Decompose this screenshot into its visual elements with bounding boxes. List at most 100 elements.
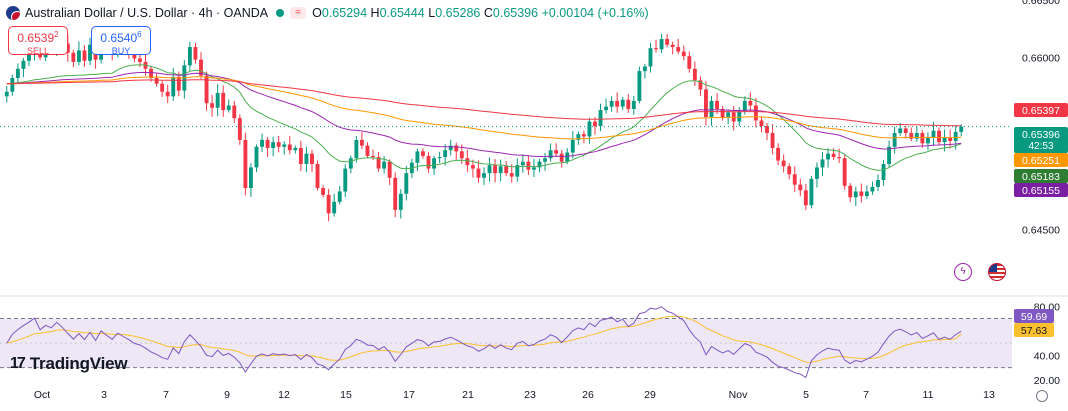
candle	[753, 105, 758, 121]
candle	[631, 100, 636, 109]
time-tick-label: 21	[462, 389, 474, 401]
candle	[642, 66, 647, 72]
time-tick-label: 23	[524, 389, 536, 401]
candle	[287, 144, 292, 151]
sell-button[interactable]: 0.65392 SELL	[8, 26, 68, 56]
ema-50-line	[6, 71, 962, 157]
rsi-badge-label: 57.63	[1021, 325, 1047, 337]
candle	[848, 185, 853, 198]
flag-aud-usd-icon	[6, 6, 20, 20]
candle	[842, 158, 847, 186]
candle	[315, 163, 320, 189]
candle	[382, 161, 387, 169]
candle	[948, 137, 953, 142]
candle	[815, 167, 819, 179]
time-tick-label: 13	[983, 389, 995, 401]
candle	[226, 105, 231, 111]
candle	[925, 137, 930, 144]
candle	[532, 167, 536, 170]
candle	[282, 144, 287, 147]
price-badge	[1014, 183, 1068, 197]
candle	[887, 146, 892, 164]
price-tick-label: 0.66500	[1022, 0, 1060, 7]
candle	[570, 139, 575, 153]
candle	[426, 155, 431, 169]
candle	[637, 71, 642, 101]
candle	[348, 158, 353, 169]
candle	[504, 166, 509, 174]
lightning-icon[interactable]: ϟ	[954, 263, 972, 281]
candle	[837, 157, 842, 159]
price-badge	[1014, 103, 1068, 117]
candle	[232, 105, 237, 119]
candle	[421, 151, 425, 156]
price-badge	[1014, 153, 1068, 167]
candle	[88, 44, 92, 61]
candle	[937, 130, 941, 143]
candle	[554, 150, 559, 154]
candle	[293, 147, 298, 151]
buy-price: 0.6540	[100, 31, 138, 45]
candle	[509, 173, 514, 177]
candle	[820, 159, 825, 168]
buy-button[interactable]: 0.65406 BUY	[91, 26, 151, 56]
ema-100-line	[6, 76, 962, 140]
candle	[215, 92, 220, 108]
candle	[398, 193, 403, 210]
gear-icon[interactable]	[1036, 390, 1048, 402]
candle	[709, 100, 714, 117]
price-tick-label: 0.66000	[1022, 52, 1060, 64]
time-tick-label: 17	[403, 389, 415, 401]
candle	[681, 51, 686, 57]
candle	[609, 100, 614, 107]
candle	[692, 68, 697, 81]
symbol-title[interactable]: Australian Dollar / U.S. Dollar · 4h · O…	[25, 6, 269, 20]
candle	[792, 174, 797, 185]
candle	[404, 173, 409, 194]
candle	[720, 108, 725, 117]
time-tick-label: 26	[582, 389, 594, 401]
candle	[831, 153, 836, 158]
candle	[826, 153, 830, 160]
candle	[903, 128, 908, 134]
wave-icon[interactable]: ≈	[290, 7, 307, 19]
sell-price: 0.6539	[17, 31, 55, 45]
candle	[648, 48, 653, 67]
candle	[809, 178, 814, 206]
candle	[82, 50, 87, 61]
time-tick-label: Nov	[729, 389, 748, 401]
candle	[526, 161, 531, 170]
candle	[931, 130, 936, 138]
candle	[204, 75, 209, 104]
candle	[176, 76, 181, 91]
candle	[881, 163, 886, 181]
candle	[10, 77, 15, 92]
us-flag-icon[interactable]	[988, 263, 1006, 281]
candle	[459, 151, 464, 159]
candle	[787, 166, 792, 175]
live-dot-icon	[276, 9, 285, 17]
time-tick-label: 29	[644, 389, 656, 401]
candle	[254, 146, 259, 168]
price-badge	[1014, 127, 1068, 153]
candle	[581, 134, 586, 137]
candle	[676, 47, 681, 52]
candle	[548, 150, 553, 159]
candle	[798, 184, 803, 191]
change-value: +0.00104 (+0.16%)	[541, 6, 649, 20]
candle	[171, 76, 176, 97]
candle	[876, 180, 880, 187]
candle	[71, 52, 76, 62]
countdown-label: 42:53	[1028, 141, 1053, 152]
candles-group	[4, 29, 964, 222]
candle	[154, 77, 159, 84]
candle	[165, 91, 170, 97]
symbol-header: Australian Dollar / U.S. Dollar · 4h · O…	[6, 3, 649, 23]
candle	[765, 126, 769, 134]
price-badge-label: 0.65183	[1022, 171, 1060, 183]
candle	[776, 147, 781, 161]
candle	[243, 139, 248, 189]
rsi-tick-label: 20.00	[1034, 375, 1060, 387]
